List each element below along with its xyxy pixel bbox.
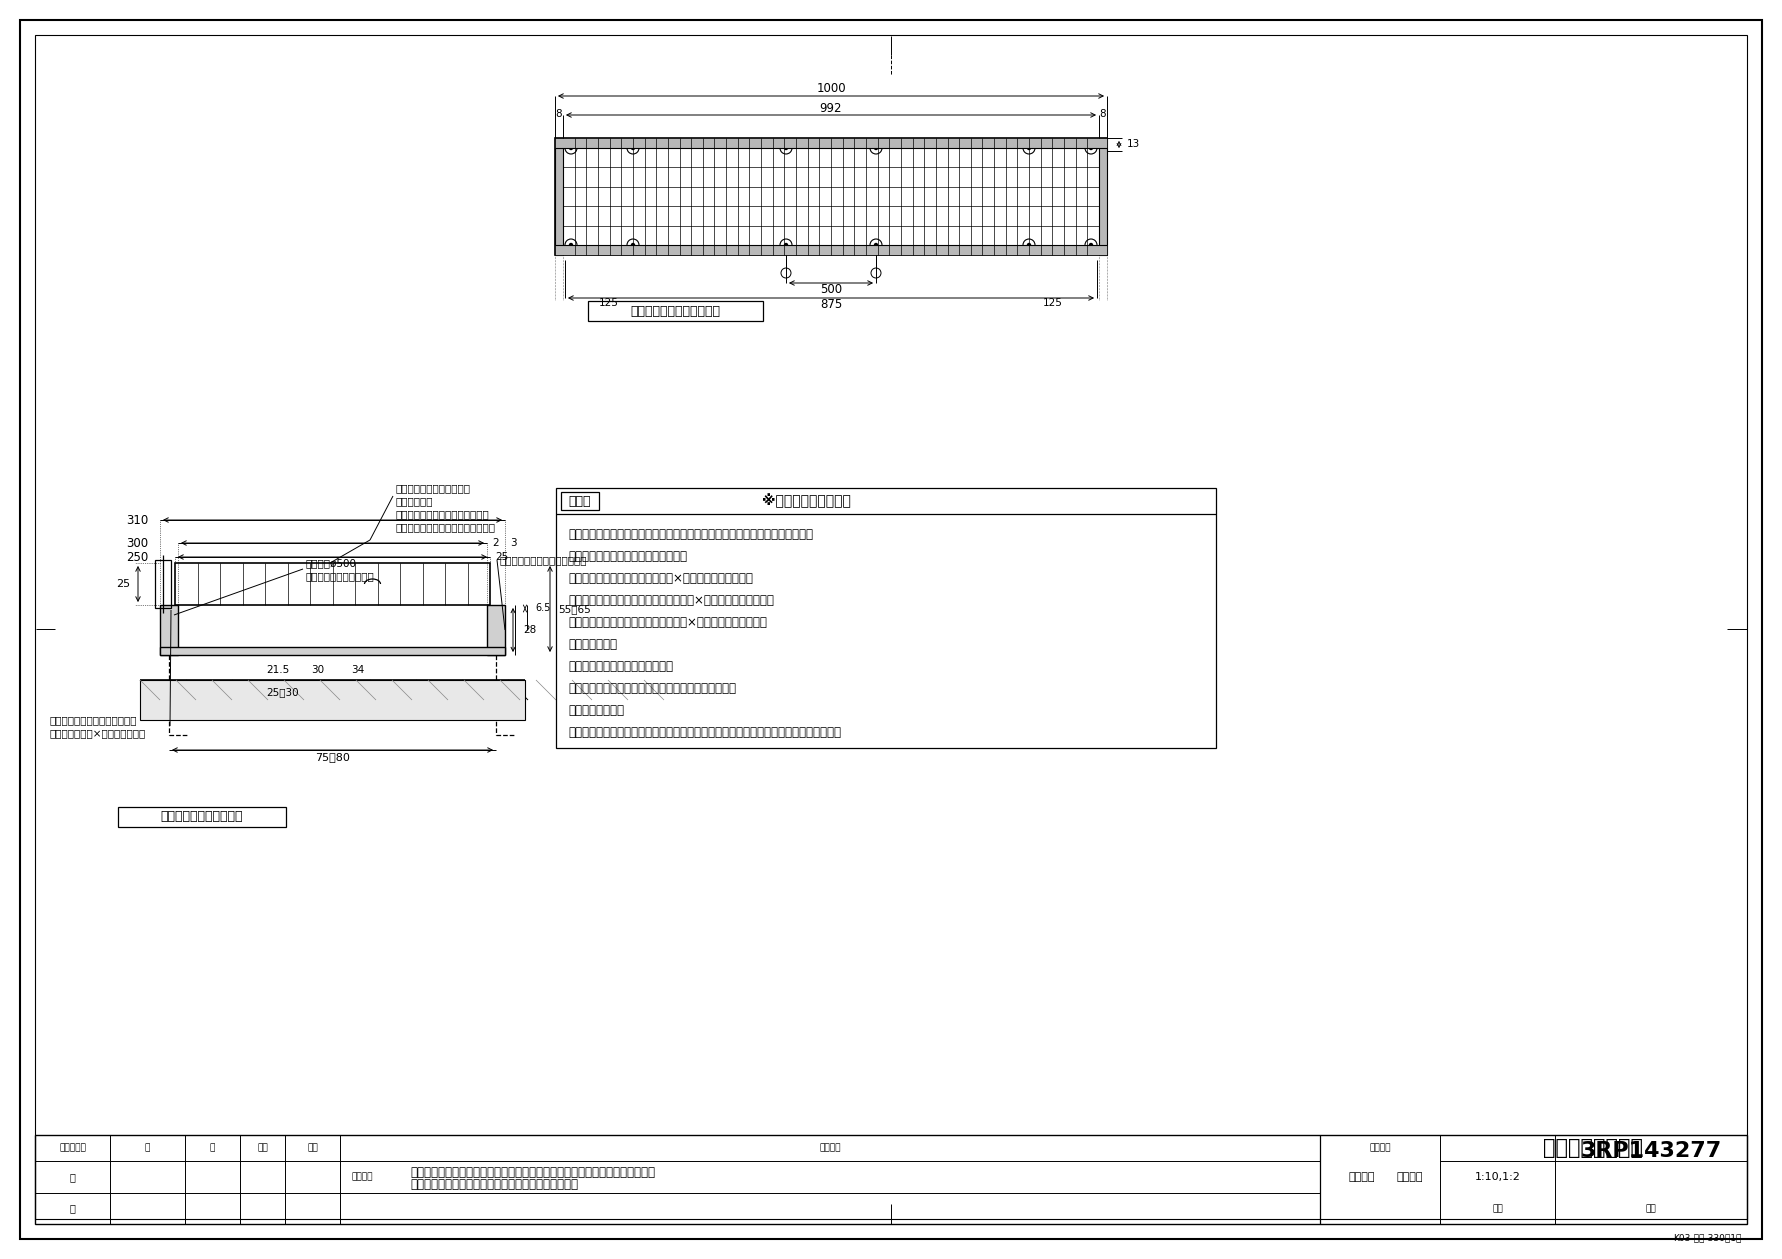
Circle shape <box>631 243 634 247</box>
Text: 13: 13 <box>1126 138 1140 149</box>
Circle shape <box>784 146 788 150</box>
Text: クロスバー　　ＦＢ３×２０（ＳＵＳ３０４）: クロスバー ＦＢ３×２０（ＳＵＳ３０４） <box>568 594 773 607</box>
Text: 校閲: 校閲 <box>307 1143 317 1152</box>
Text: 1000: 1000 <box>816 82 846 94</box>
Text: 500: 500 <box>820 282 843 296</box>
Text: 992: 992 <box>820 102 843 115</box>
Circle shape <box>784 243 788 247</box>
Text: 21.5: 21.5 <box>266 665 289 675</box>
Text: 1:10,1:2: 1:10,1:2 <box>1474 1172 1520 1182</box>
Text: 310: 310 <box>127 514 148 526</box>
Bar <box>554 246 1107 256</box>
Text: 図面名称: 図面名称 <box>1369 1143 1390 1152</box>
Text: 3RP143277: 3RP143277 <box>1581 1141 1721 1161</box>
Text: 6.5: 6.5 <box>535 603 551 613</box>
Text: 定尺：２０００: 定尺：２０００ <box>568 704 624 716</box>
Text: ステンレス製グレーチング: ステンレス製グレーチング <box>396 483 470 494</box>
Bar <box>561 492 599 510</box>
Text: 34: 34 <box>351 665 364 675</box>
Text: 製図: 製図 <box>257 1143 267 1152</box>
Bar <box>175 563 490 606</box>
Circle shape <box>1089 243 1092 247</box>
Circle shape <box>1028 146 1030 150</box>
Text: ステンレス製グレーチング　ボルト固定式　プレーンタイプ　横断溝・側溝用: ステンレス製グレーチング ボルト固定式 プレーンタイプ 横断溝・側溝用 <box>568 528 813 541</box>
Text: 2: 2 <box>492 538 499 548</box>
Text: 施工場所の状況に合わせて、アンカーをプライヤー等で折り曲げてご使用ください。: 施工場所の状況に合わせて、アンカーをプライヤー等で折り曲げてご使用ください。 <box>568 726 841 739</box>
Text: 250: 250 <box>127 550 148 564</box>
Text: プレーンタイプ　横断溝・側溝用: プレーンタイプ 横断溝・側溝用 <box>396 509 488 519</box>
Text: 石川莉帆: 石川莉帆 <box>1349 1172 1376 1182</box>
Text: 8: 8 <box>1099 110 1107 120</box>
Text: 材質：ステンレス鈴板ｔ＝３．０（ＳＵＳ３０４）: 材質：ステンレス鈴板ｔ＝３．０（ＳＵＳ３０４） <box>568 682 736 695</box>
Text: 年・月・日: 年・月・日 <box>59 1143 86 1152</box>
Text: 25: 25 <box>495 551 508 562</box>
Bar <box>554 138 1107 256</box>
Text: 縮尺: 縮尺 <box>1492 1204 1502 1212</box>
Bar <box>556 488 1215 748</box>
Text: ボルト固定式: ボルト固定式 <box>396 496 433 506</box>
Circle shape <box>570 146 572 150</box>
Circle shape <box>875 243 877 247</box>
Circle shape <box>1028 243 1030 247</box>
Text: 28: 28 <box>522 624 536 635</box>
Circle shape <box>631 146 634 150</box>
Text: 3: 3 <box>510 538 517 548</box>
Text: 内: 内 <box>144 1143 150 1152</box>
Bar <box>1099 138 1107 256</box>
Text: 工事名称: 工事名称 <box>820 1143 841 1152</box>
Text: キャップ付Ｕナット、平座金、: キャップ付Ｕナット、平座金、 <box>50 715 137 725</box>
Text: 断面詳細図　Ｓ＝１：２: 断面詳細図 Ｓ＝１：２ <box>160 811 244 823</box>
Text: 125: 125 <box>599 298 618 308</box>
Text: 材質：メインバー　　　ＦＢ４×２５（ＳＵＳ３０４）: 材質：メインバー ＦＢ４×２５（ＳＵＳ３０４） <box>568 572 752 585</box>
Bar <box>155 560 171 608</box>
Text: K03-事印-330（1）: K03-事印-330（1） <box>1673 1234 1743 1243</box>
Circle shape <box>875 146 877 150</box>
Text: ＳＭＧＬ　１３０２５（Ｐ＝１３）＋ＲＬ－２５Ａ: ＳＭＧＬ １３０２５（Ｐ＝１３）＋ＲＬ－２５Ａ <box>410 1178 577 1191</box>
Bar <box>160 647 504 655</box>
Text: 55～65: 55～65 <box>558 604 592 614</box>
Text: 平面詳細図　Ｓ＝１：１０: 平面詳細図 Ｓ＝１：１０ <box>631 305 720 317</box>
Text: 25～30: 25～30 <box>266 687 299 697</box>
Bar <box>160 606 178 655</box>
Text: アンカーø500: アンカーø500 <box>305 558 356 568</box>
Text: ＳＭＧＬ　１３０２５（Ｐ＝１３）: ＳＭＧＬ １３０２５（Ｐ＝１３） <box>396 522 495 533</box>
Bar <box>588 301 763 321</box>
Bar <box>554 138 1107 149</box>
Text: 松崎裕一: 松崎裕一 <box>1397 1172 1424 1182</box>
Text: ・: ・ <box>69 1204 75 1214</box>
Text: カネソウ株式会社: カネソウ株式会社 <box>1543 1138 1643 1158</box>
Bar <box>141 680 526 720</box>
Text: 300: 300 <box>127 536 148 549</box>
Text: 固定ボルトＭ８×１６（ＳＵＳ）: 固定ボルトＭ８×１６（ＳＵＳ） <box>50 728 146 738</box>
Text: ※適用荷重：Ｔ－１４: ※適用荷重：Ｔ－１４ <box>761 494 850 509</box>
Text: 75～80: 75～80 <box>315 752 349 762</box>
Text: ｔ＝２．０（ＳＥＣＣ）: ｔ＝２．０（ＳＥＣＣ） <box>305 572 374 580</box>
Text: ステンレス製グレーチング　ボルト固定式　プレーンタイプ　横断溝・側溝用: ステンレス製グレーチング ボルト固定式 プレーンタイプ 横断溝・側溝用 <box>410 1166 656 1178</box>
Text: 8: 8 <box>556 110 563 120</box>
Bar <box>486 606 504 655</box>
Circle shape <box>570 243 572 247</box>
Text: 図番: 図番 <box>1645 1204 1657 1212</box>
Text: 875: 875 <box>820 297 843 311</box>
Text: サイドバー　ＦＢ４×２５（ＳＵＳ３０４）: サイドバー ＦＢ４×２５（ＳＵＳ３０４） <box>568 616 766 630</box>
Text: 図面名称: 図面名称 <box>353 1172 374 1181</box>
Text: 仕　様: 仕 様 <box>568 495 592 507</box>
Bar <box>118 807 285 827</box>
Text: 25: 25 <box>116 579 130 589</box>
Text: 30: 30 <box>310 665 324 675</box>
Text: 定尺：９９２: 定尺：９９２ <box>568 638 617 651</box>
Text: ステンレス製受枚ＲＬ－２５Ａ: ステンレス製受枚ＲＬ－２５Ａ <box>501 555 588 565</box>
Bar <box>36 1136 1746 1224</box>
Circle shape <box>1089 146 1092 150</box>
Text: 125: 125 <box>1042 298 1062 308</box>
Text: 審: 審 <box>210 1143 216 1152</box>
Text: ＳＭＧＬ　１３０２５（Ｐ＝１３）: ＳＭＧＬ １３０２５（Ｐ＝１３） <box>568 550 688 563</box>
Text: ・: ・ <box>69 1172 75 1182</box>
Bar <box>554 138 563 256</box>
Text: ステンレス製受枚　ＲＬ－２５Ａ: ステンレス製受枚 ＲＬ－２５Ａ <box>568 660 674 674</box>
